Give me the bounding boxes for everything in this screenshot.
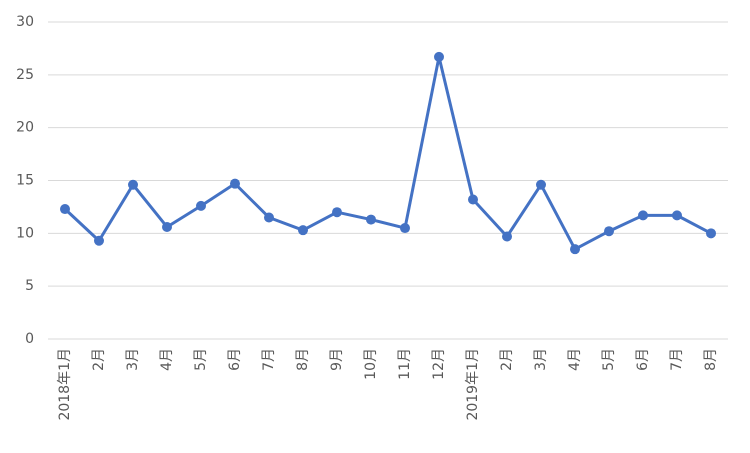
y-tick-label: 10 [16, 225, 34, 241]
x-tick-label: 3月 [125, 348, 141, 371]
x-tick-label: 4月 [567, 348, 583, 371]
x-tick-label: 12月 [431, 348, 447, 380]
x-tick-label: 9月 [329, 348, 345, 371]
data-point [502, 231, 512, 242]
data-point [264, 212, 274, 223]
y-tick-label: 15 [16, 173, 34, 189]
data-point [400, 223, 410, 234]
x-tick-label: 2月 [499, 348, 515, 371]
x-tick-label: 10月 [363, 348, 379, 380]
x-tick-label: 6月 [227, 348, 243, 371]
data-point [60, 204, 70, 215]
data-point [570, 244, 580, 255]
data-point [128, 179, 138, 190]
data-point [332, 207, 342, 218]
data-point [536, 179, 546, 190]
data-point [298, 225, 308, 236]
x-tick-label: 3月 [533, 348, 549, 371]
data-point [434, 51, 444, 62]
x-tick-label: 2019年1月 [465, 348, 481, 421]
x-tick-label: 2月 [91, 348, 107, 371]
data-point [162, 221, 172, 232]
x-tick-label: 4月 [159, 348, 175, 371]
data-point [706, 228, 716, 239]
x-tick-label: 6月 [635, 348, 651, 371]
data-point [604, 226, 614, 237]
data-point [230, 178, 240, 189]
x-tick-label: 8月 [703, 348, 719, 371]
data-point [468, 194, 478, 205]
x-tick-label: 7月 [261, 348, 277, 371]
data-point [672, 210, 682, 221]
y-tick-label: 0 [25, 331, 34, 347]
y-tick-label: 30 [16, 14, 34, 30]
x-tick-label: 8月 [295, 348, 311, 371]
data-point [196, 200, 206, 211]
x-tick-label: 7月 [669, 348, 685, 371]
y-tick-label: 20 [16, 120, 34, 136]
x-tick-label: 5月 [193, 348, 209, 371]
x-tick-label: 11月 [397, 348, 413, 380]
data-point [366, 214, 376, 225]
data-point [94, 235, 104, 246]
data-line [63, 55, 712, 251]
y-tick-label: 5 [25, 278, 34, 294]
x-tick-label: 2018年1月 [57, 348, 73, 421]
x-tick-label: 5月 [601, 348, 617, 371]
y-tick-label: 25 [16, 67, 34, 83]
data-point [638, 210, 648, 221]
